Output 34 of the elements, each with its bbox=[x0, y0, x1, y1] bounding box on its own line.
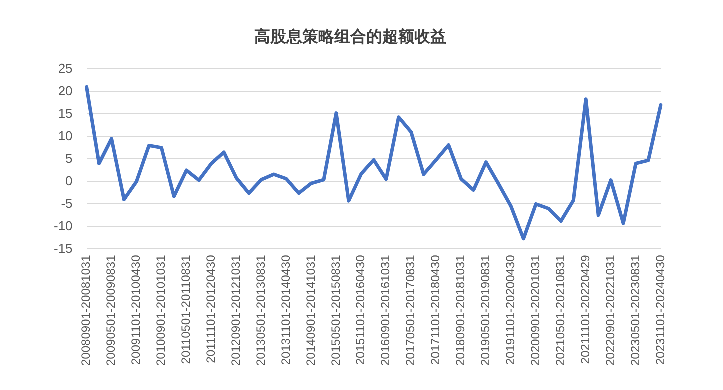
x-tick-label: 20231101-20240430 bbox=[653, 254, 668, 366]
y-tick-label: 10 bbox=[58, 128, 73, 144]
x-tick-label: 20131101-20140430 bbox=[278, 254, 293, 366]
y-tick-label: 20 bbox=[58, 83, 73, 98]
x-tick-label: 20111101-20120430 bbox=[204, 254, 218, 364]
x-tick-label: 20140901-20141031 bbox=[304, 254, 318, 366]
y-tick-label: 15 bbox=[58, 106, 73, 121]
x-tick-label: 20191101-20200430 bbox=[504, 254, 518, 366]
y-tick-label: -5 bbox=[61, 196, 73, 211]
x-tick-label: 20091101-20100430 bbox=[129, 254, 144, 366]
x-tick-label: 20151101-20160430 bbox=[354, 254, 368, 366]
y-tick-label: 25 bbox=[58, 60, 73, 76]
x-tick-label: 20171101-20180430 bbox=[428, 254, 443, 366]
x-tick-label: 20100901-20101031 bbox=[154, 254, 168, 366]
x-tick-label: 20150501-20150831 bbox=[328, 254, 343, 366]
x-tick-label: 20230501-20230831 bbox=[628, 254, 642, 366]
chart-title: 高股息策略组合的超额收益 bbox=[254, 27, 446, 46]
y-tick-label: -15 bbox=[54, 240, 73, 256]
x-tick-label: 20190501-20190831 bbox=[478, 254, 493, 366]
x-tick-label: 20210501-20210831 bbox=[553, 254, 568, 366]
x-tick-label: 20200901-20201031 bbox=[528, 254, 542, 366]
x-tick-label: 20160901-20161031 bbox=[378, 254, 393, 366]
y-tick-label: 0 bbox=[66, 173, 73, 188]
x-tick-label: 20220901-20221031 bbox=[603, 254, 618, 366]
x-tick-label: 20170501-20170831 bbox=[404, 254, 418, 366]
y-tick-label: -10 bbox=[54, 218, 73, 234]
y-tick-label: 5 bbox=[66, 150, 73, 166]
x-tick-label: 20080901-20081031 bbox=[79, 254, 94, 366]
x-tick-label: 20130501-20130831 bbox=[254, 254, 268, 366]
x-tick-label: 20180901-20181031 bbox=[454, 254, 468, 366]
x-tick-label: 20120901-20121031 bbox=[228, 254, 243, 366]
x-tick-label: 20090501-20090831 bbox=[104, 254, 118, 366]
x-tick-label: 20211101-20220429 bbox=[578, 254, 592, 364]
x-tick-label: 20110501-20110831 bbox=[178, 254, 193, 364]
